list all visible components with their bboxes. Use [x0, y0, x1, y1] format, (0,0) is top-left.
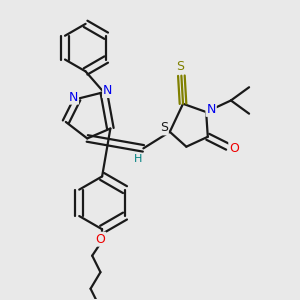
Text: S: S — [160, 122, 168, 134]
Text: N: N — [103, 84, 112, 97]
Text: S: S — [176, 60, 184, 73]
Text: N: N — [69, 91, 78, 104]
Text: H: H — [134, 154, 142, 164]
Text: O: O — [229, 142, 239, 155]
Text: N: N — [206, 103, 216, 116]
Text: O: O — [95, 233, 105, 246]
